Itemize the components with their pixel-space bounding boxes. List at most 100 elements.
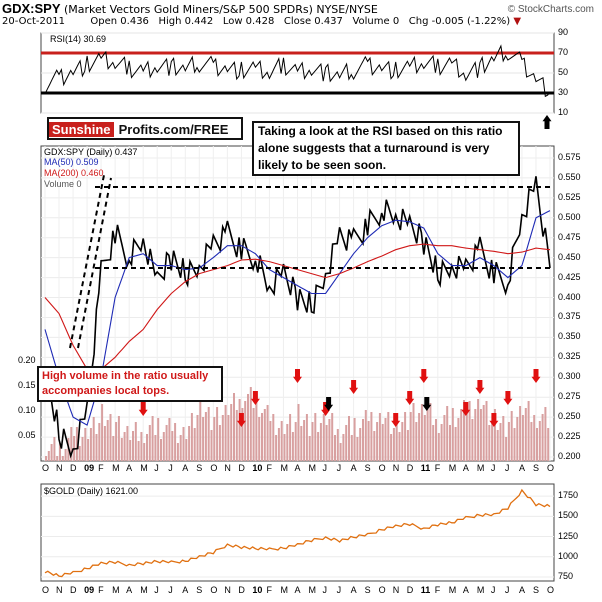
volume-bar: [463, 400, 465, 461]
volume-bar: [432, 425, 435, 461]
red-arrow-down: [349, 380, 359, 394]
volume-bar: [446, 406, 449, 461]
volume-bar: [516, 417, 519, 461]
x-tick-label: D: [238, 585, 245, 595]
volume-bar: [418, 413, 421, 461]
volume-bar: [143, 443, 146, 461]
volume-bar: [348, 416, 350, 461]
x-tick-label: S: [364, 585, 371, 595]
ma200-line: [44, 243, 551, 370]
volume-bar: [277, 428, 280, 461]
volume-bar: [61, 456, 64, 461]
volume-bar: [339, 443, 342, 461]
volume-bar: [269, 421, 272, 461]
volume-bar: [513, 428, 516, 461]
volume-bar: [300, 426, 303, 461]
gold-line: [44, 488, 551, 578]
x-tick-label: M: [476, 463, 485, 473]
x-tick-label: N: [224, 585, 231, 595]
volume-bar: [56, 456, 59, 461]
gold-series: [44, 488, 551, 578]
volume-bar: [415, 422, 418, 461]
volume-bar: [109, 414, 112, 461]
volume-bar: [395, 414, 398, 461]
logo-banner: Sunshine Profits.com/FREE: [47, 117, 243, 140]
price-y-tick: 0.450: [558, 251, 581, 262]
logo-black-text: Profits.com/FREE: [118, 122, 229, 137]
volume-bar: [378, 413, 381, 461]
volume-bar: [129, 440, 132, 461]
x-tick-label: M: [140, 463, 148, 473]
x-tick-label: F: [434, 585, 441, 595]
volume-bar: [64, 449, 67, 461]
x-tick-label: F: [266, 463, 272, 473]
quote-row: 20-Oct-2011 Open 0.436 High 0.442 Low 0.…: [2, 16, 521, 27]
legend-series: GDX:SPY (Daily) 0.437: [44, 147, 138, 157]
volume-bar: [493, 409, 496, 461]
gold-y-tick: 1750: [558, 490, 579, 501]
volume-bar: [367, 421, 370, 461]
x-tick-label: M: [448, 463, 457, 473]
red-arrow-down: [391, 413, 401, 427]
rsi-y-tick: 70: [558, 47, 569, 57]
x-tick-label: O: [42, 585, 50, 595]
x-tick-label: S: [364, 463, 371, 473]
x-tick-label: D: [70, 585, 77, 595]
x-tick-label: M: [112, 585, 120, 595]
volume-bar: [171, 431, 174, 461]
volume-bar: [53, 437, 56, 461]
x-tick-label: A: [294, 463, 301, 473]
volume-bar: [193, 428, 196, 461]
volume-bar: [336, 429, 339, 461]
volume-bar: [50, 444, 53, 461]
volume-bar: [479, 409, 482, 461]
black-arrow-down: [422, 397, 432, 411]
volume-bar: [350, 435, 353, 461]
x-tick-label: J: [322, 585, 328, 595]
price-y-tick: 0.300: [558, 371, 581, 382]
x-tick-label: M: [112, 463, 120, 473]
x-tick-label: N: [56, 463, 63, 473]
volume-bar: [454, 427, 457, 461]
volume-bar: [544, 407, 547, 461]
quote-high: High 0.442: [158, 16, 214, 27]
x-tick-label: 11: [420, 585, 431, 595]
volume-bar: [261, 413, 263, 461]
volume-bar: [547, 428, 550, 461]
price-y-tick: 0.475: [558, 231, 581, 242]
x-tick-label: D: [406, 463, 414, 473]
volume-bar: [536, 428, 538, 461]
x-tick-label: N: [392, 463, 400, 473]
volume-bar: [496, 430, 499, 461]
x-tick-label: D: [70, 463, 77, 473]
volume-bar: [165, 425, 168, 461]
x-tick-label: D: [406, 585, 414, 595]
volume-bar: [471, 419, 474, 461]
x-tick-label: N: [56, 585, 63, 595]
x-tick-label: 09: [84, 463, 95, 473]
volume-bar: [499, 423, 502, 461]
red-arrow-down: [138, 402, 148, 416]
volume-bar: [258, 417, 261, 461]
x-tick-label: O: [42, 463, 50, 473]
logo-red-text: Sunshine: [49, 122, 114, 137]
x-tick-label: 09: [84, 585, 95, 595]
volume-bar: [373, 431, 376, 461]
volume-bar: [75, 427, 78, 461]
quote-volume: Volume 0: [352, 16, 400, 27]
volume-bar: [440, 424, 443, 461]
price-y-tick: 0.400: [558, 291, 581, 302]
volume-bar: [401, 422, 404, 461]
x-tick-label: D: [238, 463, 245, 473]
volume-bar: [524, 408, 527, 461]
volume-bar: [263, 409, 266, 461]
red-arrow-down: [503, 391, 513, 405]
volume-bar: [216, 407, 219, 461]
volume-bar: [376, 422, 379, 461]
x-tick-label: F: [98, 585, 104, 595]
red-arrow-down: [236, 413, 246, 427]
rsi-y-tick: 10: [558, 107, 569, 117]
x-tick-label: M: [308, 463, 317, 473]
volume-bar: [345, 425, 348, 461]
